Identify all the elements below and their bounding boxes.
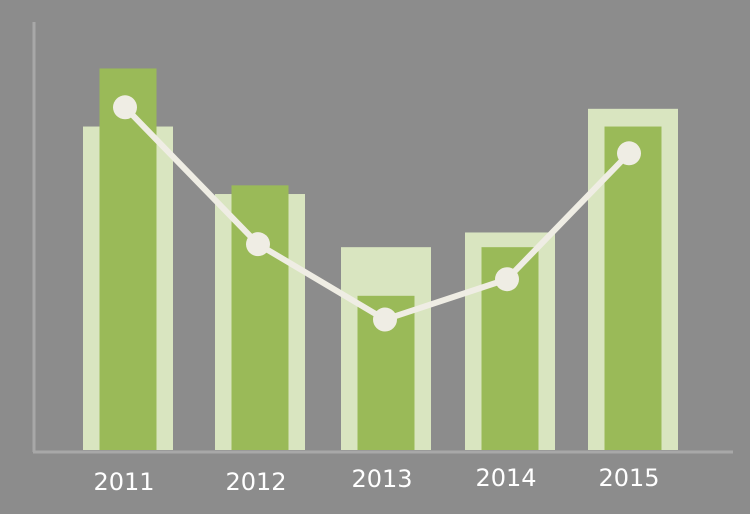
inner-bar-2011 xyxy=(99,68,157,450)
trend-point-2013 xyxy=(373,307,397,332)
trend-point-2012 xyxy=(246,232,270,257)
x-tick-label-2012: 2012 xyxy=(225,468,286,496)
trend-point-2011 xyxy=(113,95,137,120)
x-tick-label-2013: 2013 xyxy=(351,465,412,493)
inner-bar-2015 xyxy=(604,126,662,450)
trend-point-2014 xyxy=(495,267,519,292)
x-tick-labels: 2011 2012 2013 2014 2015 xyxy=(93,464,659,496)
x-tick-label-2014: 2014 xyxy=(475,464,536,492)
x-tick-label-2015: 2015 xyxy=(598,464,659,492)
line-series xyxy=(113,95,641,332)
x-tick-label-2011: 2011 xyxy=(93,468,154,496)
trend-point-2015 xyxy=(617,141,641,166)
